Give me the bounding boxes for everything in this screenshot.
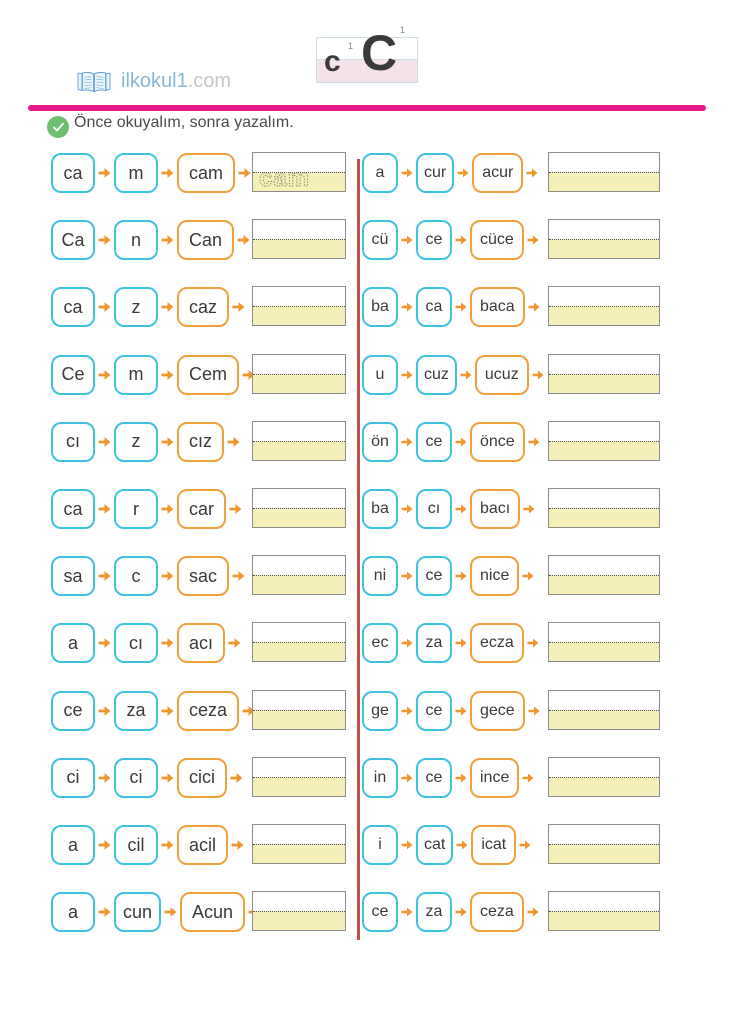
svg-text:cam: cam <box>259 165 310 192</box>
